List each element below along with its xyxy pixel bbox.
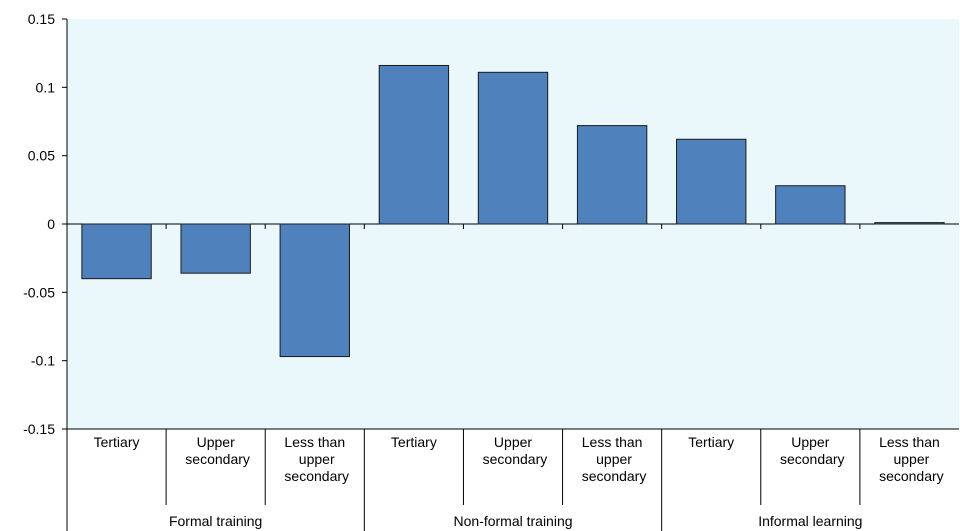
x-tick-label: Less than upper secondary: [281, 434, 349, 484]
x-tick-label: Tertiary: [391, 434, 437, 450]
bar: [180, 223, 251, 274]
x-tick-label: Upper secondary: [776, 434, 844, 467]
bar: [81, 223, 152, 280]
group-label: Non-formal training: [453, 513, 572, 529]
x-tick-label: Less than upper secondary: [578, 434, 646, 484]
bar: [775, 185, 846, 225]
x-tick-label: Less than upper secondary: [875, 434, 943, 484]
bar: [477, 71, 549, 225]
x-tick-label: Tertiary: [688, 434, 734, 450]
bar: [576, 125, 648, 225]
bar: [279, 223, 350, 358]
bar: [378, 64, 450, 225]
group-label: Informal learning: [758, 513, 862, 529]
y-tick-label: -0.05: [23, 284, 55, 300]
x-tick-label: Tertiary: [94, 434, 140, 450]
y-tick-label: 0: [47, 216, 55, 232]
y-tick-label: 0.1: [36, 79, 56, 95]
bar: [874, 222, 945, 225]
y-tick-label: 0.15: [28, 11, 55, 27]
y-tick-label: 0.05: [28, 148, 55, 164]
group-label: Formal training: [169, 513, 262, 529]
x-tick-label: Upper secondary: [479, 434, 547, 467]
y-tick-label: -0.15: [23, 421, 55, 437]
y-tick-label: -0.1: [31, 353, 55, 369]
bar: [676, 138, 747, 225]
x-tick-label: Upper secondary: [181, 434, 249, 467]
